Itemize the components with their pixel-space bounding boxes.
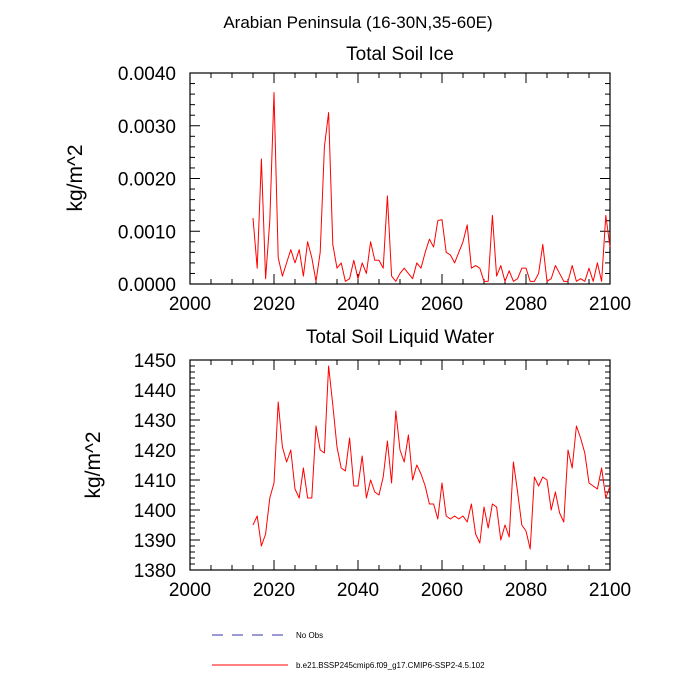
figure-title: Arabian Peninsula (16-30N,35-60E): [223, 13, 492, 32]
soil-ice-y-tick-label: 0.0010: [118, 222, 176, 243]
legend: No Obs b.e21.BSSP245cmip6.f09_g17.CMIP6-…: [212, 631, 485, 670]
soil-liquid-water-x-tick-label: 2000: [169, 580, 211, 601]
soil-liquid-water-x-tick-label: 2020: [253, 580, 295, 601]
soil-liquid-water-y-tick-label: 1390: [134, 531, 176, 552]
soil-liquid-water-title: Total Soil Liquid Water: [306, 327, 495, 348]
legend-label-model-run: b.e21.BSSP245cmip6.f09_g17.CMIP6-SSP2-4.…: [296, 661, 485, 670]
legend-label-no-obs: No Obs: [296, 631, 323, 640]
soil-ice-x-tick-label: 2060: [421, 294, 463, 315]
soil-ice-ylabel: kg/m^2: [64, 144, 87, 211]
soil-liquid-water-y-tick-label: 1420: [134, 441, 176, 462]
soil-ice-y-tick-label: 0.0040: [118, 64, 176, 85]
soil-liquid-water-x-tick-label: 2040: [337, 580, 379, 601]
soil-liquid-water-x-tick-label: 2080: [505, 580, 547, 601]
soil-ice-panel: Total Soil Ice kg/m^2 2000 2020 2040 2060 20…: [64, 44, 631, 315]
soil-ice-x-tick-label: 2040: [337, 294, 379, 315]
soil-liquid-water-x-tick-label: 2100: [589, 580, 631, 601]
soil-ice-y-tick-label: 0.0030: [118, 117, 176, 138]
soil-liquid-water-ylabel: kg/m^2: [82, 431, 105, 498]
soil-liquid-water-panel: Total Soil Liquid Water kg/m^2 2000 2020 2…: [82, 327, 631, 601]
soil-ice-series-line: [252, 92, 611, 282]
soil-liquid-water-x-tick-label: 2060: [421, 580, 463, 601]
soil-liquid-water-y-tick-label: 1400: [134, 501, 176, 522]
soil-liquid-water-y-tick-label: 1380: [134, 561, 176, 582]
soil-liquid-water-plot-frame: [189, 359, 611, 571]
soil-ice-x-tick-label: 2020: [253, 294, 295, 315]
soil-ice-x-tick-label: 2000: [169, 294, 211, 315]
soil-ice-title: Total Soil Ice: [346, 44, 454, 65]
soil-liquid-water-y-tick-label: 1450: [134, 351, 176, 372]
soil-liquid-water-y-tick-label: 1430: [134, 411, 176, 432]
soil-liquid-water-series-line: [252, 365, 611, 550]
soil-ice-x-tick-label: 2100: [589, 294, 631, 315]
soil-ice-x-tick-label: 2080: [505, 294, 547, 315]
soil-liquid-water-y-tick-label: 1440: [134, 381, 176, 402]
soil-ice-y-tick-label: 0.0000: [118, 275, 176, 296]
soil-ice-y-tick-label: 0.0020: [118, 170, 176, 191]
soil-ice-plot-frame: [189, 72, 611, 285]
soil-liquid-water-y-tick-label: 1410: [134, 471, 176, 492]
